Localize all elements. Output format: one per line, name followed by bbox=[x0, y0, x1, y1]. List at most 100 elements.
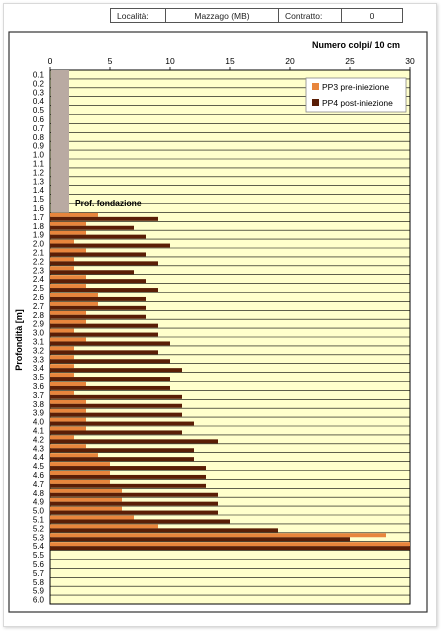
y-tick-label: 2.1 bbox=[33, 248, 45, 257]
bar-pp4 bbox=[50, 288, 158, 292]
bar-pp4 bbox=[50, 457, 194, 462]
bar-pp3 bbox=[50, 301, 98, 306]
bar-pp4 bbox=[50, 279, 146, 284]
y-tick-label: 3.8 bbox=[33, 400, 45, 409]
bar-pp3 bbox=[50, 462, 110, 467]
bar-pp3 bbox=[50, 542, 410, 547]
y-axis-title: Profondità [m] bbox=[14, 309, 24, 371]
legend-swatch-pp3 bbox=[312, 83, 319, 90]
y-tick-label: 2.6 bbox=[33, 293, 45, 302]
bar-pp3 bbox=[50, 533, 386, 538]
bar-pp4 bbox=[50, 225, 134, 230]
bar-pp3 bbox=[50, 293, 98, 297]
bar-pp4 bbox=[50, 243, 170, 248]
grid-layer bbox=[50, 78, 410, 596]
bar-pp4 bbox=[50, 439, 218, 444]
bar-pp4 bbox=[50, 234, 146, 239]
y-tick-label: 2.8 bbox=[33, 311, 45, 320]
y-tick-label: 3.2 bbox=[33, 346, 45, 355]
x-tick-label: 0 bbox=[48, 56, 53, 66]
y-tick-label: 5.5 bbox=[33, 551, 45, 560]
y-tick-label: 2.2 bbox=[33, 257, 45, 266]
bar-pp4 bbox=[50, 270, 134, 275]
bar-pp4 bbox=[50, 537, 350, 542]
x-axis-ticks: 0 5 10 15 20 25 30 bbox=[48, 56, 415, 70]
x-tick-label: 30 bbox=[405, 56, 415, 66]
y-tick-label: 0.4 bbox=[33, 97, 45, 106]
y-tick-label: 1.9 bbox=[33, 231, 45, 240]
y-tick-label: 1.4 bbox=[33, 186, 45, 195]
y-tick-label: 1.0 bbox=[33, 151, 45, 160]
y-tick-label: 2.5 bbox=[33, 284, 45, 293]
y-tick-label: 2.3 bbox=[33, 266, 45, 275]
bar-pp4 bbox=[50, 412, 182, 417]
bar-pp4 bbox=[50, 528, 278, 533]
bar-pp3 bbox=[50, 230, 86, 235]
y-tick-label: 2.9 bbox=[33, 320, 45, 329]
y-tick-label: 3.7 bbox=[33, 391, 45, 400]
bar-pp3 bbox=[50, 524, 158, 529]
y-tick-label: 0.5 bbox=[33, 106, 45, 115]
y-tick-label: 1.8 bbox=[33, 222, 45, 231]
bar-pp4 bbox=[50, 466, 206, 470]
y-tick-label: 5.1 bbox=[33, 515, 45, 524]
y-tick-label: 0.3 bbox=[33, 88, 45, 97]
bar-pp3 bbox=[50, 382, 86, 386]
bar-pp3 bbox=[50, 515, 134, 520]
bar-pp4 bbox=[50, 403, 182, 408]
bar-pp3 bbox=[50, 337, 86, 342]
y-tick-label: 5.2 bbox=[33, 524, 45, 533]
bar-pp4 bbox=[50, 519, 230, 524]
bar-pp3 bbox=[50, 221, 86, 226]
x-tick-label: 20 bbox=[285, 56, 295, 66]
bar-pp3 bbox=[50, 355, 74, 360]
y-tick-label: 1.1 bbox=[33, 159, 45, 168]
y-tick-label: 4.6 bbox=[33, 471, 45, 480]
bar-pp4 bbox=[50, 430, 182, 435]
bar-pp3 bbox=[50, 275, 86, 280]
y-tick-label: 0.6 bbox=[33, 115, 45, 124]
bars-layer bbox=[50, 212, 410, 551]
y-tick-label: 5.7 bbox=[33, 569, 45, 578]
legend-box bbox=[305, 77, 407, 113]
y-tick-label: 4.9 bbox=[33, 498, 45, 507]
y-tick-label: 4.3 bbox=[33, 444, 45, 453]
y-tick-label: 6.0 bbox=[33, 596, 45, 605]
y-axis-ticks: 0.10.20.30.40.50.60.70.80.91.01.11.21.31… bbox=[33, 70, 45, 604]
y-tick-label: 5.4 bbox=[33, 542, 45, 551]
x-axis-title: Numero colpi/ 10 cm bbox=[312, 40, 400, 50]
bar-pp4 bbox=[50, 332, 158, 337]
y-tick-label: 5.9 bbox=[33, 587, 45, 596]
y-tick-label: 5.8 bbox=[33, 578, 45, 587]
bar-pp3 bbox=[50, 471, 110, 475]
bar-pp4 bbox=[50, 359, 170, 364]
bar-pp3 bbox=[50, 426, 86, 431]
y-tick-label: 4.0 bbox=[33, 418, 45, 427]
bar-pp4 bbox=[50, 314, 146, 319]
bar-pp4 bbox=[50, 546, 410, 551]
bar-pp3 bbox=[50, 212, 98, 217]
bar-pp3 bbox=[50, 506, 122, 511]
x-tick-label: 15 bbox=[225, 56, 235, 66]
bar-pp4 bbox=[50, 216, 158, 221]
soil-column bbox=[51, 70, 69, 213]
y-tick-label: 4.5 bbox=[33, 462, 45, 471]
y-tick-label: 4.8 bbox=[33, 489, 45, 498]
bar-pp4 bbox=[50, 296, 146, 301]
y-tick-label: 5.3 bbox=[33, 533, 45, 542]
bar-pp3 bbox=[50, 373, 74, 378]
y-tick-label: 0.8 bbox=[33, 133, 45, 142]
y-tick-label: 5.0 bbox=[33, 507, 45, 516]
bar-pp4 bbox=[50, 261, 158, 266]
y-tick-label: 1.2 bbox=[33, 168, 45, 177]
bar-pp3 bbox=[50, 444, 86, 449]
bar-pp3 bbox=[50, 364, 74, 369]
bar-pp4 bbox=[50, 341, 170, 346]
bar-pp4 bbox=[50, 394, 182, 399]
x-tick-label: 5 bbox=[108, 56, 113, 66]
bar-pp4 bbox=[50, 510, 218, 515]
y-tick-label: 2.7 bbox=[33, 302, 45, 311]
bar-pp3 bbox=[50, 248, 86, 253]
